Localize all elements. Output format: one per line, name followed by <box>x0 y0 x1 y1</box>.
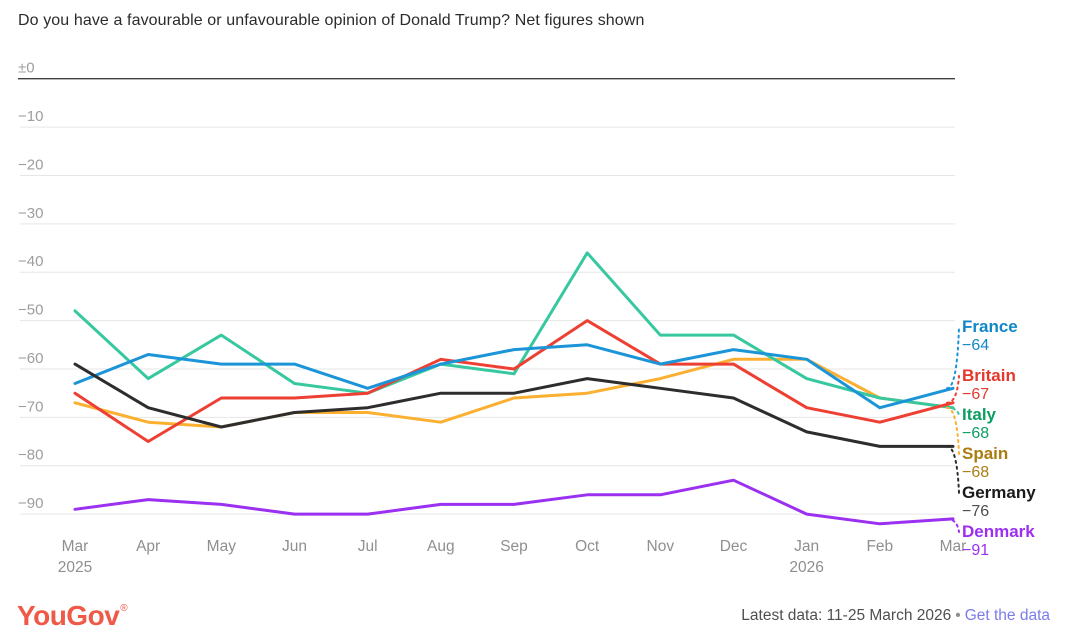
yougov-logo-text: YouGov <box>17 600 120 631</box>
get-the-data-link[interactable]: Get the data <box>964 607 1050 624</box>
y-tick-label: ±0 <box>18 60 35 77</box>
chart-svg: ±0 −10 −20 −30 −40 −50 −60 −70 −80 −90 Mar 2025 Apr M… <box>18 60 967 576</box>
legend-leader-spain <box>946 406 960 455</box>
legend-item-denmark: Denmark −91 <box>962 522 1035 560</box>
x-tick-label: May <box>207 538 237 555</box>
x-tick-label: Mar <box>62 538 89 555</box>
legend-label-spain: Spain <box>962 444 1009 463</box>
legend-value-denmark: −91 <box>962 542 990 559</box>
y-tick-label: −40 <box>18 253 43 270</box>
legend-leader-britain <box>946 375 960 404</box>
x-tick-year-label: 2025 <box>58 559 92 576</box>
legend-leader-denmark <box>946 517 960 533</box>
y-tick-label: −30 <box>18 205 43 222</box>
x-tick-year-label: 2026 <box>789 559 823 576</box>
registered-mark: ® <box>120 603 128 614</box>
y-tick-label: −20 <box>18 156 43 173</box>
y-tick-label: −10 <box>18 108 43 125</box>
x-tick-label: Feb <box>866 538 893 555</box>
legend-label-italy: Italy <box>962 405 997 424</box>
legend-value-britain: −67 <box>962 386 990 403</box>
legend-value-germany: −76 <box>962 503 990 520</box>
x-tick-label: Jun <box>282 538 307 555</box>
y-tick-label: −80 <box>18 447 43 464</box>
legend-leader-france <box>946 326 960 390</box>
line-germany <box>73 362 955 448</box>
legend-label-germany: Germany <box>962 483 1036 502</box>
yougov-logo: YouGov® <box>17 600 128 632</box>
legend-item-france: France −64 <box>962 317 1018 355</box>
legend-leader-germany <box>946 445 960 494</box>
legend-item-germany: Germany −76 <box>962 483 1036 521</box>
x-tick-label: Apr <box>136 538 160 555</box>
legend-label-denmark: Denmark <box>962 522 1035 541</box>
x-tick-label: Oct <box>575 538 600 555</box>
x-tick-label: Jul <box>358 538 378 555</box>
y-tick-label: −90 <box>18 495 43 512</box>
x-tick-label: Mar <box>940 538 967 555</box>
x-tick-label: Sep <box>500 538 528 555</box>
y-tick-label: −60 <box>18 350 43 367</box>
footer-note: Latest data: 11-25 March 2026 • Get the da… <box>741 607 1050 625</box>
x-tick-label: Jan <box>794 538 819 555</box>
chart-title: Do you have a favourable or unfavourable… <box>18 12 645 29</box>
legend-value-spain: −68 <box>962 464 990 481</box>
line-britain <box>73 319 955 443</box>
legend-item-britain: Britain −67 <box>962 366 1016 404</box>
line-france <box>73 343 955 410</box>
latest-data-label: Latest data: 11-25 March 2026 <box>741 607 952 624</box>
footer-separator: • <box>955 607 961 624</box>
legend-label-britain: Britain <box>962 366 1016 385</box>
legend-value-italy: −68 <box>962 425 990 442</box>
line-denmark <box>73 478 955 526</box>
legend-item-spain: Spain −68 <box>962 444 1008 482</box>
y-tick-label: −50 <box>18 302 43 319</box>
y-tick-label: −70 <box>18 398 43 415</box>
legend-item-italy: Italy −68 <box>962 405 996 443</box>
line-italy <box>73 251 955 410</box>
x-tick-label: Aug <box>427 538 455 555</box>
x-tick-label: Nov <box>647 538 675 555</box>
x-tick-label: Dec <box>720 538 748 555</box>
legend-value-france: −64 <box>962 337 990 354</box>
legend-label-france: France <box>962 317 1018 336</box>
